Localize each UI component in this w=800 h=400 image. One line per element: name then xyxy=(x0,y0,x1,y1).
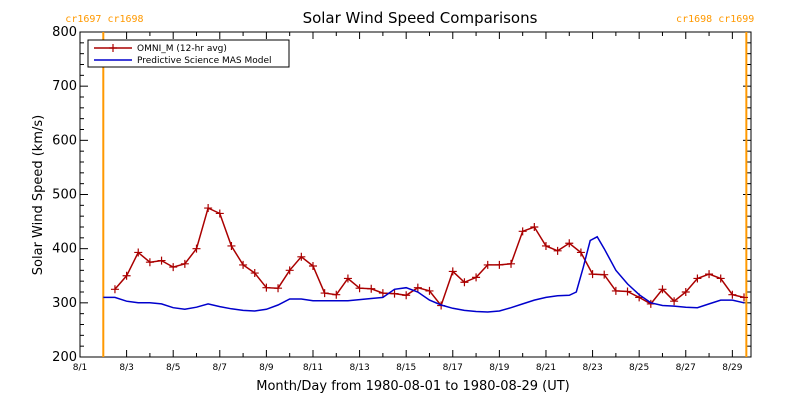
series-point-1 xyxy=(507,259,516,268)
y-tick-label: 600 xyxy=(52,133,77,148)
x-tick-label: 8/21 xyxy=(536,363,556,373)
y-tick-label: 800 xyxy=(52,25,77,40)
carrington-marker-label: cr1697 cr1698 xyxy=(65,14,143,25)
series-point-1 xyxy=(495,260,504,269)
series-point-1 xyxy=(448,267,457,276)
series-point-1 xyxy=(169,263,178,272)
series-point-1 xyxy=(320,289,329,298)
series-point-1 xyxy=(413,283,422,292)
plot-area: 8/1 8/3 8/5 8/7 8/9 8/11 8/13 8/15 8/17 8/19 8/21 8… xyxy=(52,14,754,373)
x-tick-label: 8/29 xyxy=(722,363,742,373)
series-point-1 xyxy=(553,246,562,255)
series-point-1 xyxy=(623,287,632,296)
carrington-marker-label: cr1698 cr1699 xyxy=(676,14,754,25)
series-point-1 xyxy=(204,204,213,213)
x-tick-label: 8/3 xyxy=(119,363,133,373)
y-axis-label: Solar Wind Speed (km/s) xyxy=(31,115,46,275)
series-point-1 xyxy=(402,291,411,300)
series-point-1 xyxy=(705,270,714,279)
series-point-1 xyxy=(262,283,271,292)
x-tick-label: 8/27 xyxy=(676,363,696,373)
series-point-1 xyxy=(343,274,352,283)
legend-marker-1 xyxy=(109,44,117,52)
series-point-1 xyxy=(110,285,119,294)
series-point-1 xyxy=(285,266,294,275)
series-point-1 xyxy=(227,241,236,250)
series-point-1 xyxy=(367,284,376,293)
series-point-1 xyxy=(600,270,609,279)
x-tick-label: 8/17 xyxy=(443,363,463,373)
series-point-1 xyxy=(274,284,283,293)
x-tick-label: 8/19 xyxy=(489,363,509,373)
chart-title: Solar Wind Speed Comparisons xyxy=(303,9,538,27)
series-point-1 xyxy=(670,297,679,306)
series-line-2 xyxy=(103,235,745,313)
x-axis-label: Month/Day from 1980-08-01 to 1980-08-29 … xyxy=(256,379,569,394)
x-tick-label: 8/7 xyxy=(213,363,227,373)
series-point-1 xyxy=(250,269,259,278)
series-point-1 xyxy=(740,293,749,302)
x-tick-label: 8/5 xyxy=(166,363,180,373)
x-tick-label: 8/13 xyxy=(349,363,369,373)
series-point-1 xyxy=(122,271,131,280)
series-point-1 xyxy=(332,290,341,299)
series-point-1 xyxy=(611,286,620,295)
x-tick-label: 8/25 xyxy=(629,363,649,373)
series-point-1 xyxy=(157,256,166,265)
x-tick-label: 8/9 xyxy=(259,363,274,373)
series-point-1 xyxy=(355,284,364,293)
series-point-1 xyxy=(541,241,550,250)
series-point-1 xyxy=(472,273,481,282)
legend-label-1: OMNI_M (12-hr avg) xyxy=(137,44,227,54)
series-point-1 xyxy=(565,239,574,248)
legend-label-2: Predictive Science MAS Model xyxy=(137,56,272,66)
series-point-1 xyxy=(716,274,725,283)
series-point-1 xyxy=(658,285,667,294)
x-tick-label: 8/15 xyxy=(396,363,416,373)
y-tick-label: 700 xyxy=(52,79,77,94)
series-point-1 xyxy=(588,270,597,279)
series-point-1 xyxy=(518,227,527,236)
y-tick-label: 500 xyxy=(52,188,77,203)
series-point-1 xyxy=(576,248,585,257)
series-point-1 xyxy=(693,274,702,283)
series-point-1 xyxy=(378,289,387,298)
series-point-1 xyxy=(728,290,737,299)
series-point-1 xyxy=(425,286,434,295)
legend-box xyxy=(87,39,290,68)
series-point-1 xyxy=(180,259,189,268)
series-point-1 xyxy=(390,289,399,298)
y-tick-label: 300 xyxy=(52,296,77,311)
series-point-1 xyxy=(530,223,539,231)
series-point-1 xyxy=(239,260,248,269)
series-point-1 xyxy=(134,248,143,257)
series-point-1 xyxy=(192,244,201,253)
series-point-1 xyxy=(145,258,154,267)
y-tick-label: 400 xyxy=(52,242,77,257)
series-point-1 xyxy=(215,209,224,218)
series-point-1 xyxy=(681,288,690,296)
series-point-1 xyxy=(308,262,317,270)
legend: OMNI_M (12-hr avg) Predictive Science MAS… xyxy=(87,39,290,68)
x-tick-label: 8/23 xyxy=(582,363,602,373)
y-tick-label: 200 xyxy=(52,350,77,365)
series-point-1 xyxy=(460,278,469,287)
series-point-1 xyxy=(483,260,492,269)
series-point-1 xyxy=(297,252,306,261)
x-tick-label: 8/1 xyxy=(73,363,87,373)
x-tick-label: 8/11 xyxy=(303,363,323,373)
